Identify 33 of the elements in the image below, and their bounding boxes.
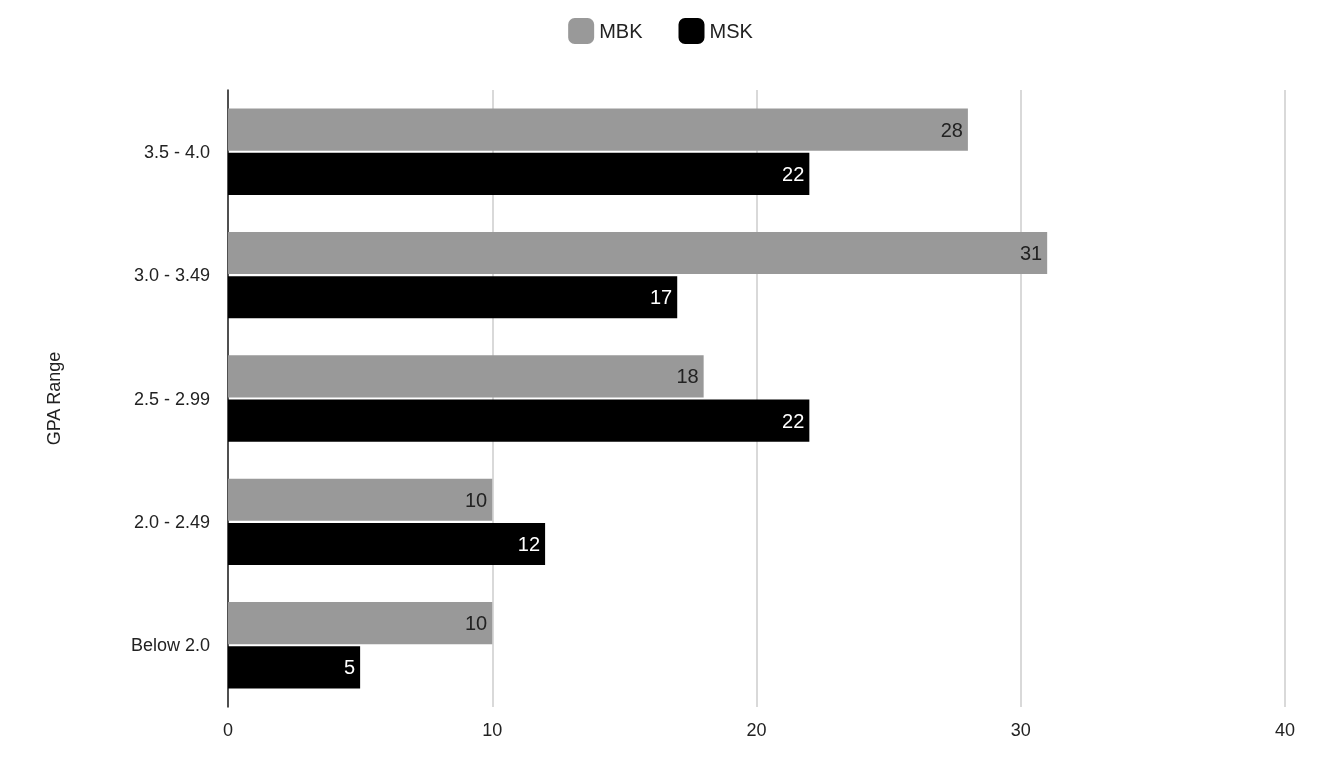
- y-tick-label: 2.5 - 2.99: [133, 388, 210, 409]
- data-label: 5: [344, 656, 356, 679]
- data-label: 22: [782, 162, 805, 185]
- bar: [228, 355, 704, 398]
- x-tick-label: 0: [222, 720, 234, 740]
- bar: [228, 276, 678, 319]
- y-tick-label: 3.5 - 4.0: [143, 141, 210, 162]
- data-label: 18: [676, 365, 699, 388]
- y-tick-label: 3.0 - 3.49: [133, 265, 210, 286]
- legend-label: MBK: [599, 20, 644, 42]
- x-tick-label: 10: [482, 720, 503, 740]
- data-label: 17: [649, 286, 673, 309]
- x-tick-label: 20: [746, 720, 767, 740]
- bar: [228, 646, 361, 689]
- y-axis-title: GPA Range: [44, 351, 64, 446]
- y-tick-label: 2.0 - 2.49: [133, 511, 210, 532]
- x-tick-label: 40: [1274, 720, 1296, 740]
- y-tick-label: Below 2.0: [130, 635, 210, 656]
- data-label: 31: [1019, 241, 1043, 264]
- bar: [228, 478, 493, 521]
- x-tick-label: 30: [1010, 720, 1031, 740]
- bar: [228, 602, 493, 645]
- bar: [228, 152, 810, 195]
- bar: [228, 522, 546, 566]
- bar: [228, 231, 1048, 275]
- data-label: 10: [465, 488, 488, 511]
- bar: [228, 399, 810, 442]
- data-label: 22: [782, 409, 805, 432]
- data-label: 28: [940, 118, 963, 141]
- legend-label: MSK: [709, 20, 754, 42]
- data-label: 10: [465, 612, 488, 635]
- data-label: 12: [517, 533, 541, 556]
- bar: [228, 108, 968, 151]
